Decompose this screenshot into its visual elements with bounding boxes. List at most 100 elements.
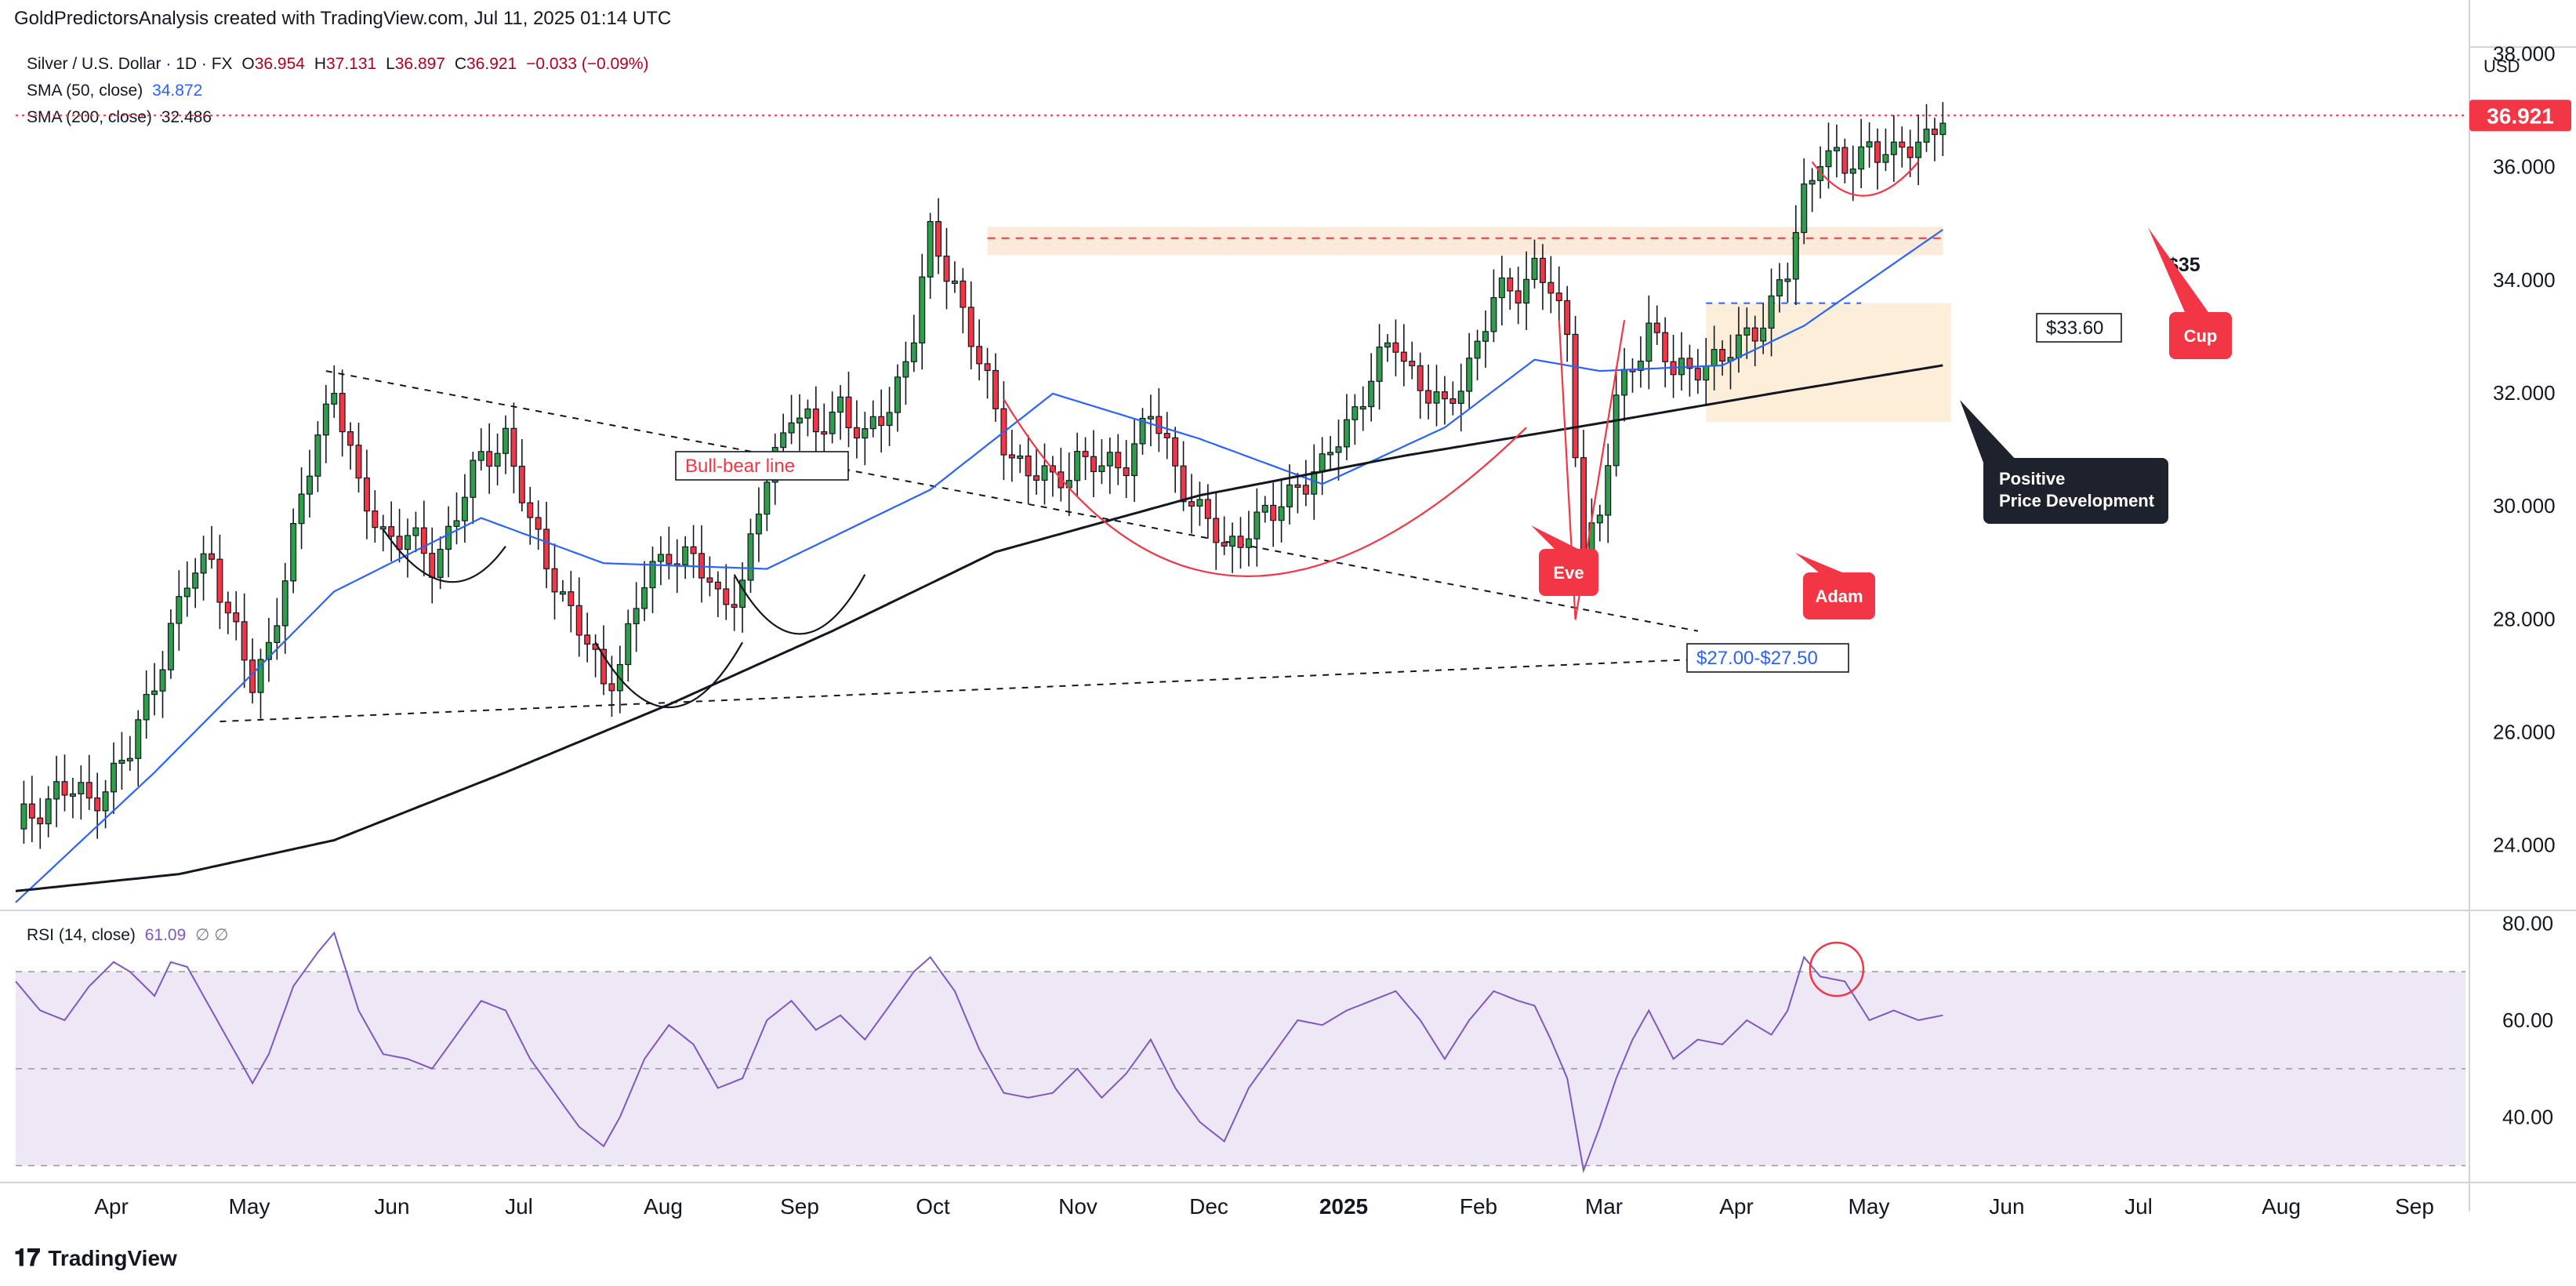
candle bbox=[690, 525, 697, 579]
bull-bear-trendline bbox=[325, 370, 1699, 632]
candle-body bbox=[927, 220, 934, 278]
adam-v bbox=[1558, 320, 1626, 620]
candle bbox=[159, 650, 166, 718]
candle bbox=[111, 742, 117, 815]
candle-body bbox=[951, 280, 958, 285]
candle-body bbox=[788, 422, 795, 434]
candle-body bbox=[518, 465, 525, 503]
candle-body bbox=[1335, 446, 1342, 453]
currency-button[interactable]: USD bbox=[2483, 56, 2520, 76]
last-price-tag: 36.921 bbox=[2469, 100, 2571, 132]
candle bbox=[1025, 434, 1032, 504]
candle-body bbox=[1327, 452, 1334, 456]
candle bbox=[1890, 114, 1897, 182]
candle bbox=[281, 562, 288, 654]
candle-body bbox=[1139, 417, 1146, 445]
candle bbox=[1555, 266, 1562, 321]
candle bbox=[486, 423, 493, 494]
low-value: 36.897 bbox=[394, 55, 445, 73]
candle bbox=[1523, 251, 1530, 330]
candle-body bbox=[143, 693, 150, 721]
candle bbox=[608, 656, 615, 717]
tradingview-logo-icon: 𝟏𝟕 bbox=[14, 1245, 41, 1271]
candle-body bbox=[625, 623, 632, 666]
candle bbox=[960, 267, 967, 334]
candle bbox=[379, 514, 386, 552]
candle-body bbox=[298, 493, 305, 525]
candle-body bbox=[1017, 455, 1024, 460]
candle bbox=[209, 525, 215, 569]
candle bbox=[1351, 394, 1359, 445]
candle-body bbox=[1719, 349, 1726, 362]
price-tick-label: 30.000 bbox=[2493, 494, 2556, 518]
cup-callout-text: Cup bbox=[2184, 326, 2218, 346]
candle bbox=[1866, 122, 1873, 168]
candle bbox=[1751, 315, 1758, 367]
candle-body bbox=[510, 427, 517, 467]
candle-body bbox=[886, 412, 893, 427]
last-price-tag-text: 36.921 bbox=[2487, 104, 2554, 128]
candle-body bbox=[1825, 150, 1832, 168]
candle bbox=[1596, 504, 1603, 542]
candle-body bbox=[1286, 484, 1293, 507]
candle-body bbox=[796, 417, 803, 423]
candle-body bbox=[274, 625, 281, 644]
candle-body bbox=[1384, 342, 1391, 348]
candle bbox=[927, 213, 934, 300]
candle bbox=[935, 198, 942, 274]
sma50-legend[interactable]: SMA (50, close) 34.872 bbox=[27, 82, 202, 100]
candle bbox=[1335, 420, 1342, 481]
candle-body bbox=[445, 525, 452, 550]
candle-body bbox=[412, 527, 419, 536]
candle bbox=[592, 634, 599, 678]
candle bbox=[1270, 482, 1277, 547]
candle-body bbox=[1613, 394, 1620, 467]
close-label: C bbox=[454, 55, 466, 73]
level-33-60-label: $33.60 bbox=[2036, 313, 2122, 343]
candle-body bbox=[420, 527, 427, 554]
note-line: Positive bbox=[1999, 469, 2065, 489]
candle bbox=[143, 670, 150, 739]
candle bbox=[339, 369, 346, 457]
candle-body bbox=[1490, 296, 1497, 332]
candle bbox=[1572, 315, 1579, 467]
rsi-tick-label: 80.00 bbox=[2502, 911, 2553, 935]
candle-body bbox=[126, 757, 133, 761]
open-label: O bbox=[241, 55, 255, 73]
symbol-name: Silver / U.S. Dollar · 1D · FX bbox=[27, 55, 233, 73]
candle-body bbox=[1882, 154, 1889, 163]
candle-body bbox=[183, 587, 190, 598]
price-tick-label-partial: 38.000 bbox=[2493, 42, 2556, 65]
eve-callout-text: Eve bbox=[1553, 563, 1584, 583]
candle bbox=[1196, 481, 1203, 526]
candle bbox=[1286, 464, 1293, 525]
candle-body bbox=[1547, 282, 1555, 294]
candle-body bbox=[461, 496, 468, 521]
candle-body bbox=[1743, 327, 1751, 336]
candle bbox=[714, 571, 721, 618]
time-tick-label: Jul bbox=[505, 1194, 533, 1219]
candle bbox=[1662, 317, 1669, 387]
rsi-legend[interactable]: RSI (14, close) 61.09 ∅ ∅ bbox=[27, 925, 229, 945]
time-tick-label: Dec bbox=[1189, 1194, 1228, 1219]
eve-callout-box bbox=[1539, 549, 1598, 596]
candle-body bbox=[747, 533, 754, 581]
cup-callout-pointer bbox=[2148, 227, 2208, 312]
candle bbox=[1049, 456, 1056, 497]
sma200-legend[interactable]: SMA (200, close) 32.486 bbox=[27, 108, 212, 127]
ohlc-legend[interactable]: Silver / U.S. Dollar · 1D · FX O36.954 H… bbox=[27, 55, 649, 74]
candle bbox=[1139, 408, 1146, 455]
candle bbox=[85, 754, 93, 810]
candle-body bbox=[470, 460, 477, 498]
candle-body bbox=[608, 683, 615, 692]
adam-callout-box bbox=[1803, 572, 1875, 619]
candle-body bbox=[135, 719, 142, 759]
candle bbox=[1874, 128, 1881, 190]
support-range-label: $27.00-$27.50 bbox=[1686, 643, 1849, 673]
candle-body bbox=[233, 612, 240, 623]
candle-body bbox=[486, 451, 493, 467]
candle bbox=[477, 428, 484, 471]
candle-body bbox=[1507, 277, 1514, 292]
candle bbox=[396, 508, 403, 563]
